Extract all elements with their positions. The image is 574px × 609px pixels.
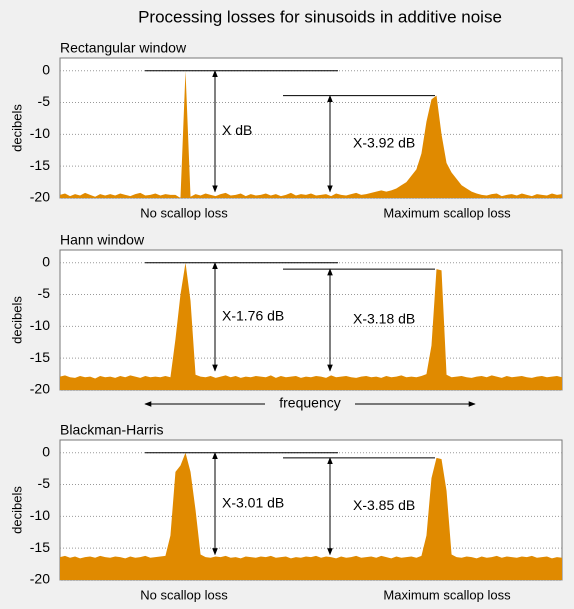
- panel-title: Blackman-Harris: [60, 422, 163, 438]
- y-axis-label: decibels: [9, 104, 24, 152]
- y-tick-label: -10: [30, 317, 50, 333]
- y-tick-label: -15: [30, 539, 50, 555]
- panel-title: Rectangular window: [60, 40, 187, 56]
- y-tick-label: -5: [38, 475, 51, 491]
- y-tick-label: -20: [30, 381, 50, 397]
- y-tick-label: -20: [30, 571, 50, 587]
- y-tick-label: -15: [30, 349, 50, 365]
- figure-title: Processing losses for sinusoids in addit…: [138, 7, 502, 26]
- spectrum-area: [60, 70, 562, 198]
- peak-label: No scallop loss: [140, 205, 228, 220]
- y-tick-label: 0: [42, 61, 50, 77]
- level-label: X-1.76 dB: [222, 308, 284, 324]
- plot-area: [59, 57, 563, 199]
- y-axis-label: decibels: [9, 296, 24, 344]
- y-tick-label: -10: [30, 507, 50, 523]
- peak-label: No scallop loss: [140, 587, 228, 602]
- x-axis-label: frequency: [279, 395, 340, 411]
- y-tick-label: -20: [30, 189, 50, 205]
- level-label: X-3.92 dB: [353, 134, 415, 150]
- spectrum-area: [60, 262, 562, 390]
- y-tick-label: -10: [30, 125, 50, 141]
- panel-title: Hann window: [60, 232, 145, 248]
- level-label: X-3.01 dB: [222, 494, 284, 510]
- peak-label: Maximum scallop loss: [383, 587, 511, 602]
- y-tick-label: -5: [38, 285, 51, 301]
- y-tick-label: 0: [42, 443, 50, 459]
- y-tick-label: -15: [30, 157, 50, 173]
- y-tick-label: -5: [38, 93, 51, 109]
- y-tick-label: 0: [42, 253, 50, 269]
- plot-area: [59, 249, 563, 391]
- level-label: X dB: [222, 122, 252, 138]
- spectrum-area: [60, 452, 562, 580]
- peak-label: Maximum scallop loss: [383, 205, 511, 220]
- level-label: X-3.18 dB: [353, 311, 415, 327]
- y-axis-label: decibels: [9, 486, 24, 534]
- level-label: X-3.85 dB: [353, 497, 415, 513]
